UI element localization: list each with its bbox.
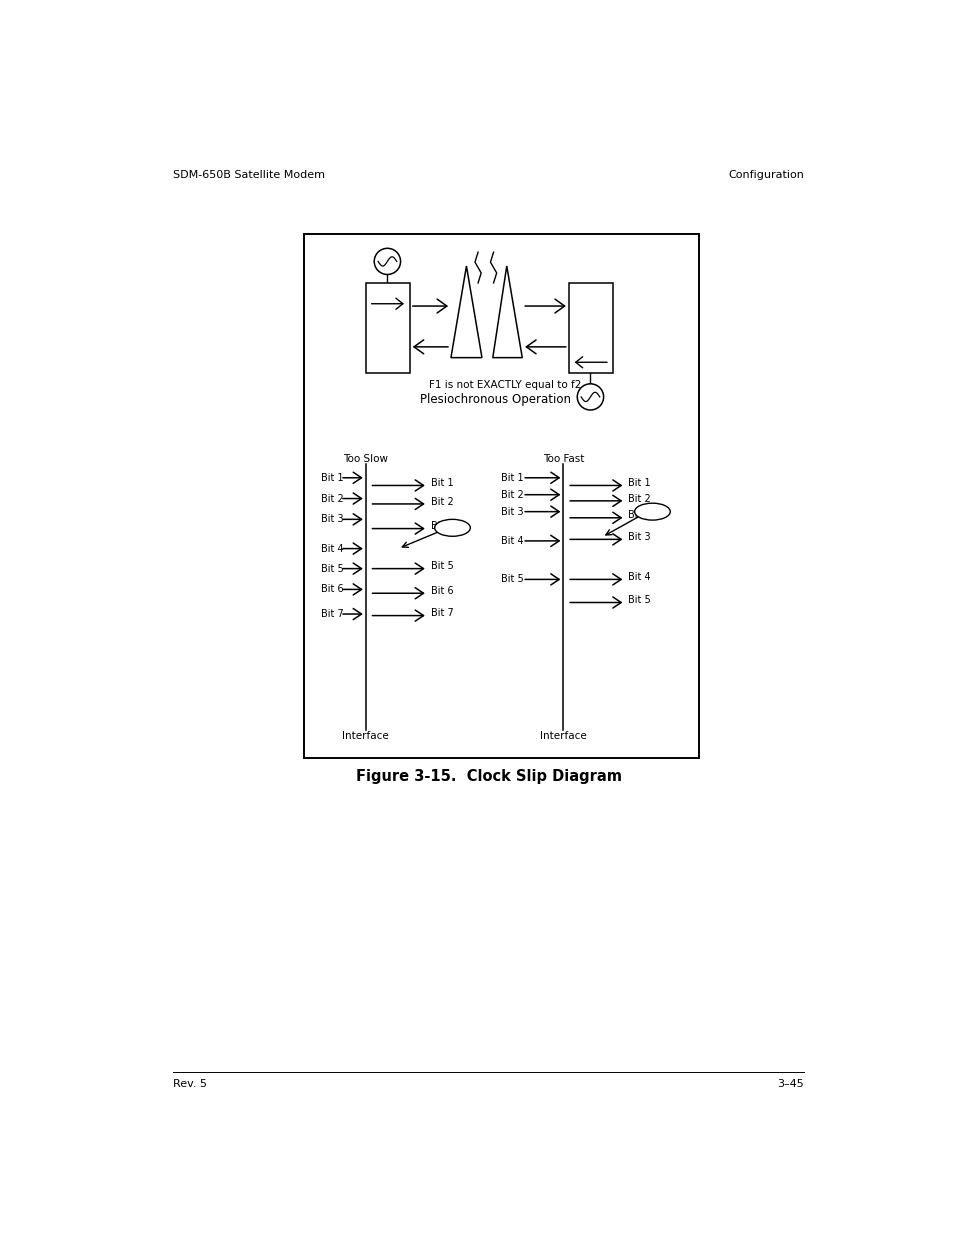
Text: Bit 5: Bit 5 [320,563,343,573]
Text: Bit 1: Bit 1 [628,478,650,488]
Text: Too Slow: Too Slow [343,453,388,463]
Text: Error: Error [441,524,463,532]
Text: Bit 2: Bit 2 [628,494,651,504]
Text: F1 is not EXACTLY equal to f2.: F1 is not EXACTLY equal to f2. [429,380,584,390]
Text: Bit 3: Bit 3 [500,506,523,516]
Text: 3–45: 3–45 [777,1078,803,1089]
Text: Bit 4: Bit 4 [628,572,650,582]
Text: Bit 1: Bit 1 [320,473,343,483]
Text: Too Fast: Too Fast [542,453,583,463]
Text: Bit 5: Bit 5 [628,595,651,605]
Text: Bit 1: Bit 1 [500,473,523,483]
Bar [303,235,699,758]
Text: Bit 2: Bit 2 [431,496,453,506]
Text: Bit 7: Bit 7 [320,609,343,619]
Text: Bit 2: Bit 2 [320,494,343,504]
Text: Bit 5: Bit 5 [500,574,523,584]
Text: Bit 6: Bit 6 [320,584,343,594]
Circle shape [374,248,400,274]
Bar [568,283,612,373]
Text: Plesiochronous Operation: Plesiochronous Operation [419,393,570,406]
Text: Bit 4: Bit 4 [320,543,343,553]
Text: SDM-650B Satellite Modem: SDM-650B Satellite Modem [173,170,325,180]
Text: Interface: Interface [342,731,389,741]
Text: Bit 3: Bit 3 [628,532,650,542]
Text: Bit 3: Bit 3 [628,510,650,520]
Text: Bit 2: Bit 2 [500,490,523,500]
Text: Bit 6: Bit 6 [431,585,453,597]
Bar [365,283,410,373]
Text: Bit 5: Bit 5 [431,562,453,572]
Text: Rev. 5: Rev. 5 [173,1078,208,1089]
Text: Bit 1: Bit 1 [431,478,453,488]
Text: Bit 4: Bit 4 [500,536,523,546]
Text: Bit 7: Bit 7 [431,609,453,619]
Text: Figure 3-15.  Clock Slip Diagram: Figure 3-15. Clock Slip Diagram [355,769,621,784]
Text: Interface: Interface [539,731,586,741]
Text: Bit 3: Bit 3 [431,521,453,531]
Circle shape [577,384,603,410]
Text: Bit 3: Bit 3 [320,514,343,525]
Ellipse shape [634,503,670,520]
Ellipse shape [435,520,470,536]
Text: Configuration: Configuration [728,170,803,180]
Text: Error: Error [640,508,662,516]
